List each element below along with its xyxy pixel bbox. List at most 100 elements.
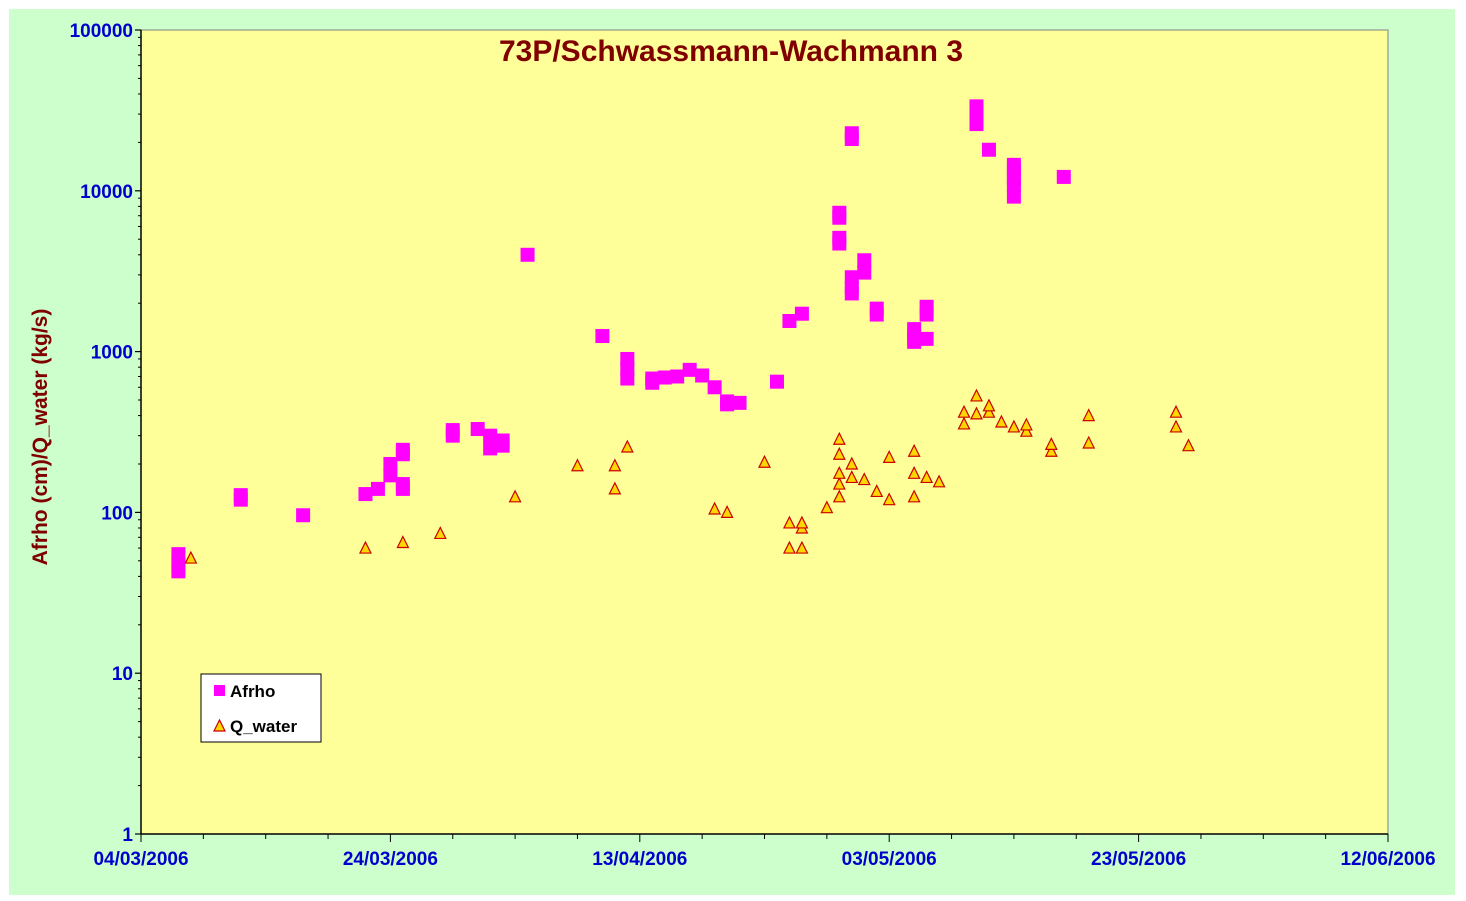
afrho-point [296,508,311,523]
afrho-point [395,477,410,492]
afrho-point [720,397,735,412]
q-water-point [920,470,934,484]
q-water-point [708,501,722,515]
afrho-point [794,306,809,321]
x-tick-label: 12/06/2006 [1340,849,1435,870]
afrho-point [1006,189,1021,204]
afrho-point [1006,157,1021,172]
afrho-point [919,299,934,314]
afrho-point [832,230,847,245]
afrho-point [383,456,398,471]
afrho-point [919,331,934,346]
q-water-point [1169,404,1183,418]
q-water-point [1019,417,1033,431]
x-tick-label: 23/05/2006 [1091,849,1186,870]
q-water-point [957,404,971,418]
afrho-point [857,265,872,280]
q-water-point [957,416,971,430]
q-water-point [570,458,584,472]
y-tick-label: 1 [122,825,133,846]
afrho-point [969,99,984,114]
q-water-point [795,540,809,554]
afrho-point [445,423,460,438]
q-water-point [907,465,921,479]
chart-title: 73P/Schwassmann-Wachmann 3 [499,35,963,68]
afrho-point [595,329,610,344]
q-water-point [795,515,809,529]
q-water-point [782,515,796,529]
q-water-point [845,456,859,470]
afrho-point [732,395,747,410]
afrho-point [645,371,660,386]
afrho-point [1056,169,1071,184]
q-water-point [982,404,996,418]
legend-afrho-marker [214,685,225,696]
q-water-point [1082,408,1096,422]
afrho-point [695,368,710,383]
q-water-point [832,476,846,490]
q-water-point [1182,438,1195,452]
afrho-point [620,371,635,386]
afrho-point [832,205,847,220]
afrho-point [844,270,859,285]
q-water-point [620,439,634,453]
x-tick-label: 03/05/2006 [842,849,937,870]
x-tick-label: 13/04/2006 [592,849,687,870]
legend-q-water-marker [213,718,226,732]
q-water-point [882,492,896,506]
q-water-point [932,474,946,488]
chart-area: 1 10 100 1000 10000 100000 04/03/2006 24/03/200… [9,9,1455,895]
q-water-point [608,458,622,472]
q-water-point [870,484,884,498]
q-water-point [907,443,921,457]
q-water-point [1019,423,1033,437]
q-water-point [358,540,372,554]
afrho-point [981,142,996,157]
afrho-point [495,433,510,448]
afrho-point [907,322,922,337]
q-water-point [1082,435,1096,449]
q-water-point [832,465,846,479]
y-tick-label: 100 [101,503,133,524]
afrho-point [171,547,186,562]
x-tick-label: 04/03/2006 [93,849,188,870]
q-water-point [970,406,983,420]
chart-svg: 1 10 100 1000 10000 100000 04/03/2006 24/03/200… [29,21,1436,870]
y-tick-label: 100000 [70,21,133,42]
afrho-point [483,428,498,443]
data-marks [171,99,1195,579]
y-tick-label: 10 [112,664,133,685]
q-water-point [1044,443,1058,457]
afrho-point [670,369,685,384]
q-water-point [1044,437,1058,450]
q-water-point [832,431,846,445]
afrho-point [844,126,859,141]
q-water-point [758,454,771,468]
q-water-point [508,489,522,503]
afrho-point [383,468,398,483]
plot-area [140,29,1389,835]
q-water-point [857,472,871,486]
afrho-point [395,442,410,457]
afrho-point [483,441,498,456]
q-water-point [433,526,447,540]
afrho-point [682,362,697,377]
q-water-point [970,388,983,402]
q-water-point [832,489,846,503]
afrho-point [657,370,672,385]
q-water-point [608,481,622,495]
afrho-point [370,481,385,496]
afrho-point [769,374,784,389]
afrho-point [520,247,535,262]
q-water-point [184,550,198,564]
afrho-point [782,313,797,328]
q-water-point [1169,419,1183,433]
q-water-point [720,505,734,518]
afrho-point [358,487,373,502]
y-tick-label: 1000 [91,343,133,364]
q-water-point [982,398,996,412]
legend: Afrho Q_water [200,673,322,743]
q-water-point [820,500,834,514]
q-water-point [782,540,796,554]
q-water-point [1007,419,1021,433]
